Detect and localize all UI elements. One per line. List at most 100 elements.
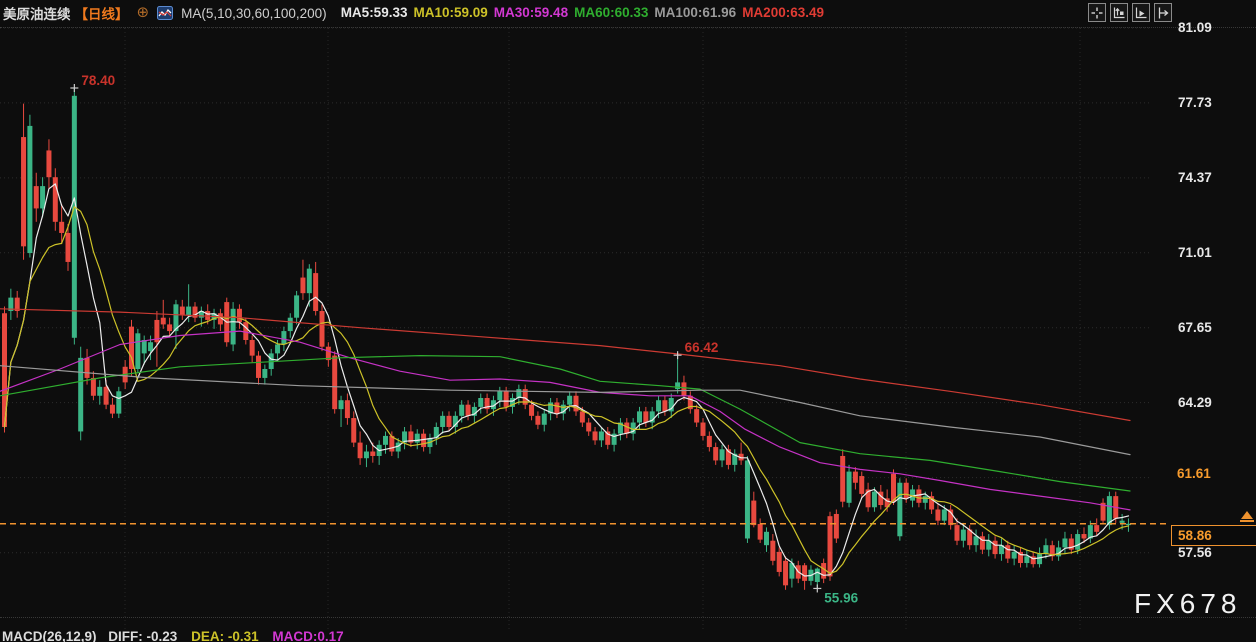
- candle-body: [916, 489, 922, 503]
- candle-body: [706, 435, 712, 448]
- candle-body: [97, 386, 103, 396]
- candle-body: [1024, 556, 1030, 564]
- ma-line-ma30: [0, 330, 1131, 511]
- candle-body: [452, 415, 458, 427]
- candle-body: [141, 340, 147, 354]
- candle-body: [840, 455, 846, 502]
- candle-body: [484, 397, 490, 410]
- candle-body: [1125, 523, 1131, 526]
- chart-toolbar: [1088, 3, 1172, 22]
- candle-body: [313, 273, 319, 312]
- candle-body: [78, 357, 84, 432]
- candle-body: [300, 277, 306, 294]
- candle-body: [344, 400, 350, 419]
- ma-config-label: MA(5,10,30,60,100,200): [181, 5, 327, 21]
- extreme-price-annotation: 78.40: [81, 73, 115, 88]
- candle-body: [129, 326, 134, 369]
- candle-body: [236, 308, 242, 323]
- candle-body: [662, 400, 668, 412]
- candle-body: [471, 406, 477, 416]
- candle-body: [617, 422, 623, 434]
- goto-latest-icon[interactable]: [1154, 3, 1172, 22]
- x-axis-scale-icon[interactable]: [1132, 3, 1150, 22]
- ma-value-label: MA200:63.49: [742, 5, 824, 20]
- macd-dea-value: DEA: -0.31: [191, 629, 259, 642]
- candle-body: [1037, 554, 1043, 565]
- candle-body: [414, 433, 420, 443]
- candle-body: [611, 433, 617, 445]
- candle-body: [827, 516, 833, 577]
- timeframe-selector[interactable]: 【日线】: [74, 7, 129, 22]
- candle-body: [338, 400, 344, 410]
- candle-body: [878, 491, 884, 506]
- candle-body: [8, 297, 14, 312]
- candle-body: [529, 404, 535, 416]
- candle-body: [192, 306, 198, 318]
- candle-body: [59, 221, 65, 233]
- candle-body: [389, 435, 395, 452]
- indicator-expand-icon[interactable]: ⊕: [136, 4, 150, 21]
- candle-body: [1030, 556, 1036, 565]
- y-axis-scale-icon[interactable]: [1110, 3, 1128, 22]
- candle-body: [1062, 538, 1068, 548]
- candle-body: [567, 395, 573, 405]
- candle-body: [148, 342, 154, 352]
- ma-value-label: MA100:61.96: [654, 5, 737, 20]
- candle-body: [1075, 534, 1081, 550]
- candle-body: [1011, 551, 1017, 559]
- candle-body: [833, 513, 839, 539]
- candle-body: [700, 422, 706, 436]
- macd-config-label: MACD(26,12,9): [2, 629, 97, 642]
- candle-body: [230, 308, 236, 345]
- candle-body: [440, 415, 446, 427]
- candle-body: [395, 442, 401, 452]
- indicator-pane-separator: [0, 617, 1256, 618]
- candle-body: [884, 498, 890, 508]
- candle-body: [363, 451, 369, 459]
- candle-body: [852, 471, 858, 483]
- candle-body: [713, 447, 719, 461]
- candle-body: [814, 568, 820, 582]
- candle-body: [554, 402, 560, 414]
- candle-body: [1056, 547, 1062, 557]
- candle-body: [465, 404, 471, 416]
- candle-body: [1100, 502, 1106, 521]
- candle-body: [516, 389, 522, 398]
- candle-body: [433, 426, 439, 439]
- candle-body: [21, 137, 27, 247]
- candle-body: [281, 331, 287, 345]
- candle-body: [1049, 545, 1055, 557]
- candle-body: [90, 377, 96, 396]
- mini-chart-icon[interactable]: [157, 6, 174, 20]
- candle-body: [2, 313, 7, 427]
- candle-body: [503, 391, 509, 407]
- candle-body: [668, 397, 674, 412]
- candle-body: [497, 391, 503, 401]
- candle-body: [637, 411, 642, 423]
- candle-body: [675, 382, 681, 390]
- candle-body: [109, 404, 115, 414]
- ma-line-ma100: [0, 365, 1131, 456]
- chart-header: 美原油连续 【日线】 ⊕ MA(5,10,30,60,100,200) MA5:…: [3, 3, 824, 23]
- candle-body: [535, 415, 541, 425]
- candle-body: [167, 324, 173, 332]
- extreme-price-annotation: 66.42: [685, 340, 719, 355]
- candle-body: [1018, 551, 1023, 564]
- candle-body: [656, 400, 662, 412]
- candle-body: [592, 431, 598, 441]
- ma-value-label: MA60:60.33: [574, 5, 649, 20]
- symbol-name: 美原油连续: [3, 7, 71, 22]
- ma-values-row: MA5:59.33 MA10:59.09 MA30:59.48 MA60:60.33 M…: [335, 4, 824, 22]
- pan-icon[interactable]: [1088, 3, 1106, 22]
- candle-body: [52, 177, 58, 222]
- candle-body: [859, 476, 865, 494]
- candle-body: [986, 540, 992, 550]
- candle-body: [998, 545, 1004, 555]
- candle-body: [27, 125, 33, 254]
- candle-body: [332, 355, 338, 410]
- candle-body: [802, 565, 808, 581]
- watermark: FX678: [1134, 588, 1242, 619]
- ma-line-ma10: [3, 206, 1130, 575]
- candle-body: [783, 560, 789, 586]
